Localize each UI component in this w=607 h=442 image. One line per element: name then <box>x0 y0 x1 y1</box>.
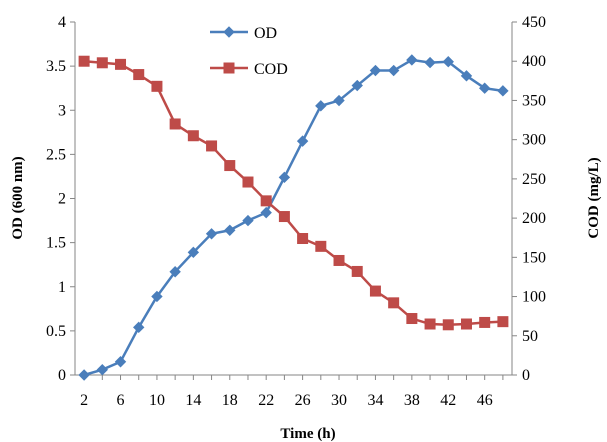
x-tick-label: 6 <box>117 392 125 409</box>
legend: OD COD <box>210 25 288 78</box>
od-point <box>78 369 90 381</box>
cod-point <box>242 176 254 188</box>
right-tick-label: 100 <box>522 289 546 306</box>
cod-point <box>424 318 436 330</box>
right-tick-label: 450 <box>522 14 546 31</box>
od-line <box>83 58 504 377</box>
x-axis-ticks: 2 6 10 14 18 22 26 30 34 38 42 46 <box>80 375 504 409</box>
left-tick-label: 1.5 <box>46 235 66 252</box>
cod-point <box>187 130 199 142</box>
od-point <box>442 56 454 68</box>
od-point <box>260 206 272 219</box>
x-tick-label: 10 <box>149 392 165 409</box>
right-tick-label: 350 <box>522 92 546 109</box>
left-tick-label: 0.5 <box>46 323 66 340</box>
cod-point <box>315 240 327 252</box>
left-tick-label: 4 <box>58 14 66 31</box>
od-point <box>497 85 509 97</box>
x-tick-label: 2 <box>80 392 88 409</box>
cod-line <box>83 59 503 327</box>
x-tick-label: 30 <box>331 392 347 409</box>
cod-point <box>206 140 218 152</box>
x-tick-label: 42 <box>440 392 456 409</box>
right-tick-label: 150 <box>522 249 546 266</box>
x-tick-label: 14 <box>185 392 201 409</box>
od-point <box>242 214 254 227</box>
legend-label: COD <box>254 61 288 78</box>
od-point <box>315 100 327 112</box>
od-point <box>151 290 163 303</box>
od-point <box>296 135 309 147</box>
legend-marker <box>223 62 235 74</box>
right-tick-label: 200 <box>522 210 546 227</box>
left-tick-label: 3 <box>58 102 66 119</box>
legend-entry-od: OD <box>210 25 277 42</box>
od-point <box>205 228 218 240</box>
x-tick-label: 18 <box>222 392 238 409</box>
right-axis-ticks: 0 50 100 150 200 250 300 350 400 450 <box>512 14 546 384</box>
od-point <box>424 56 436 69</box>
left-tick-label: 3.5 <box>46 58 66 75</box>
series-cod <box>78 55 509 331</box>
cod-point <box>351 265 363 277</box>
od-point <box>187 246 200 259</box>
cod-point <box>260 195 272 207</box>
series-layer <box>78 54 509 381</box>
right-tick-label: 250 <box>522 171 546 188</box>
cod-point <box>224 160 236 172</box>
od-point <box>406 54 418 66</box>
left-tick-label: 1 <box>58 279 66 296</box>
x-tick-label: 22 <box>258 392 274 409</box>
cod-point <box>442 319 454 331</box>
x-tick-label: 46 <box>477 392 493 409</box>
od-point <box>369 64 382 77</box>
cod-point <box>278 211 290 223</box>
cod-point <box>78 55 90 67</box>
x-tick-label: 26 <box>295 392 311 409</box>
x-tick-label: 34 <box>367 392 383 409</box>
cod-point <box>151 80 163 92</box>
od-point <box>169 266 181 278</box>
cod-point <box>406 313 418 325</box>
legend-marker <box>223 26 235 38</box>
od-point <box>387 64 400 77</box>
cod-point <box>297 233 309 245</box>
cod-point <box>497 316 509 328</box>
legend-label: OD <box>254 25 277 42</box>
x-axis-title: Time (h) <box>280 426 335 442</box>
left-tick-label: 2.5 <box>46 146 66 163</box>
cod-point <box>96 57 108 69</box>
cod-point <box>388 297 400 309</box>
od-point <box>133 321 145 334</box>
right-tick-label: 0 <box>522 367 530 384</box>
od-point <box>478 82 491 94</box>
cod-point <box>460 318 472 330</box>
od-point <box>333 94 345 107</box>
od-point <box>278 171 291 184</box>
series-od <box>78 54 509 381</box>
cod-point <box>133 69 145 81</box>
right-tick-label: 400 <box>522 53 546 70</box>
cod-point <box>369 285 381 297</box>
left-tick-label: 0 <box>58 367 66 384</box>
left-axis-ticks: 0 0.5 1 1.5 2 2.5 3 3.5 4 <box>46 14 75 384</box>
od-point <box>460 70 473 82</box>
cod-point <box>169 118 181 130</box>
od-point <box>114 356 127 368</box>
legend-entry-cod: COD <box>210 61 288 78</box>
cod-point <box>333 254 345 266</box>
right-tick-label: 50 <box>522 328 538 345</box>
left-tick-label: 2 <box>58 191 66 208</box>
od-point <box>351 79 363 92</box>
x-tick-label: 38 <box>404 392 420 409</box>
cod-point <box>479 316 491 328</box>
right-axis-title: COD (mg/L) <box>586 157 602 238</box>
od-point <box>96 363 109 376</box>
left-axis-title: OD (600 nm) <box>10 156 26 239</box>
cod-point <box>115 58 127 70</box>
od-point <box>224 224 236 236</box>
right-tick-label: 300 <box>522 132 546 149</box>
